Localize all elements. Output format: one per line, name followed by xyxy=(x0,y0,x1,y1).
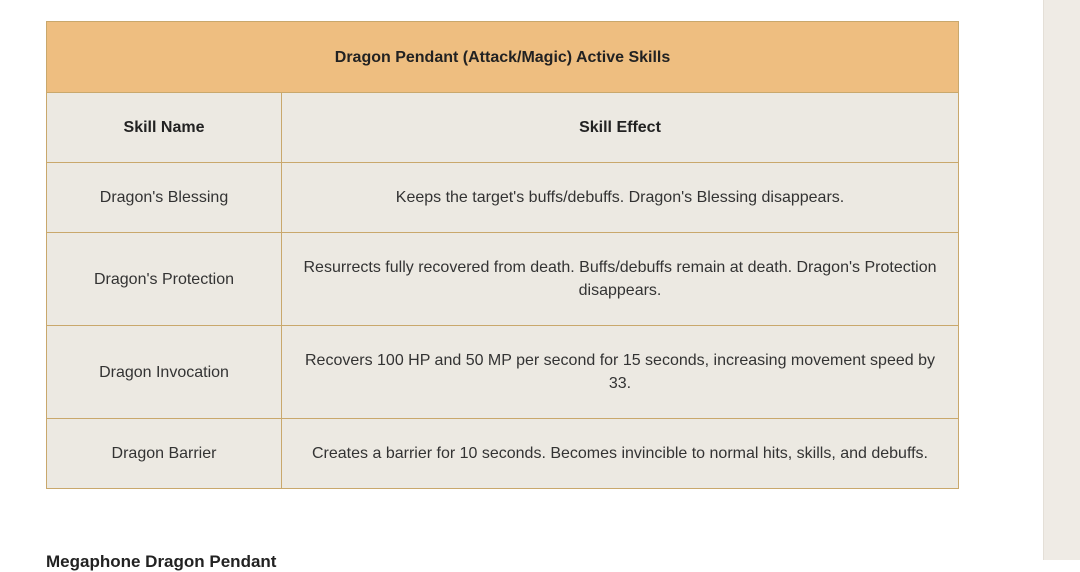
skill-effect-cell: Keeps the target's buffs/debuffs. Dragon… xyxy=(280,162,960,233)
table-title: Dragon Pendant (Attack/Magic) Active Ski… xyxy=(45,21,960,93)
skill-effect-cell: Resurrects fully recovered from death. B… xyxy=(280,232,960,326)
next-section-heading: Megaphone Dragon Pendant xyxy=(46,552,277,571)
skill-name-cell: Dragon's Protection xyxy=(46,232,282,326)
table-title-row: Dragon Pendant (Attack/Magic) Active Ski… xyxy=(45,21,960,93)
right-side-panel xyxy=(1043,0,1080,560)
skill-effect-cell: Creates a barrier for 10 seconds. Become… xyxy=(280,418,960,489)
article-content: Dragon Pendant (Attack/Magic) Active Ski… xyxy=(45,21,960,571)
skill-name-cell: Dragon Invocation xyxy=(46,325,282,419)
table-header-row: Skill Name Skill Effect xyxy=(46,92,960,163)
skill-effect-cell: Recovers 100 HP and 50 MP per second for… xyxy=(280,325,960,419)
skills-table: Dragon Pendant (Attack/Magic) Active Ski… xyxy=(45,21,960,489)
table-row: Dragon's Protection Resurrects fully rec… xyxy=(46,232,960,326)
table-row: Dragon Barrier Creates a barrier for 10 … xyxy=(46,418,960,489)
skill-name-cell: Dragon Barrier xyxy=(46,418,282,489)
table-row: Dragon Invocation Recovers 100 HP and 50… xyxy=(46,325,960,419)
table-row: Dragon's Blessing Keeps the target's buf… xyxy=(46,162,960,233)
header-skill-name: Skill Name xyxy=(46,92,282,163)
header-skill-effect: Skill Effect xyxy=(280,92,960,163)
skill-name-cell: Dragon's Blessing xyxy=(46,162,282,233)
